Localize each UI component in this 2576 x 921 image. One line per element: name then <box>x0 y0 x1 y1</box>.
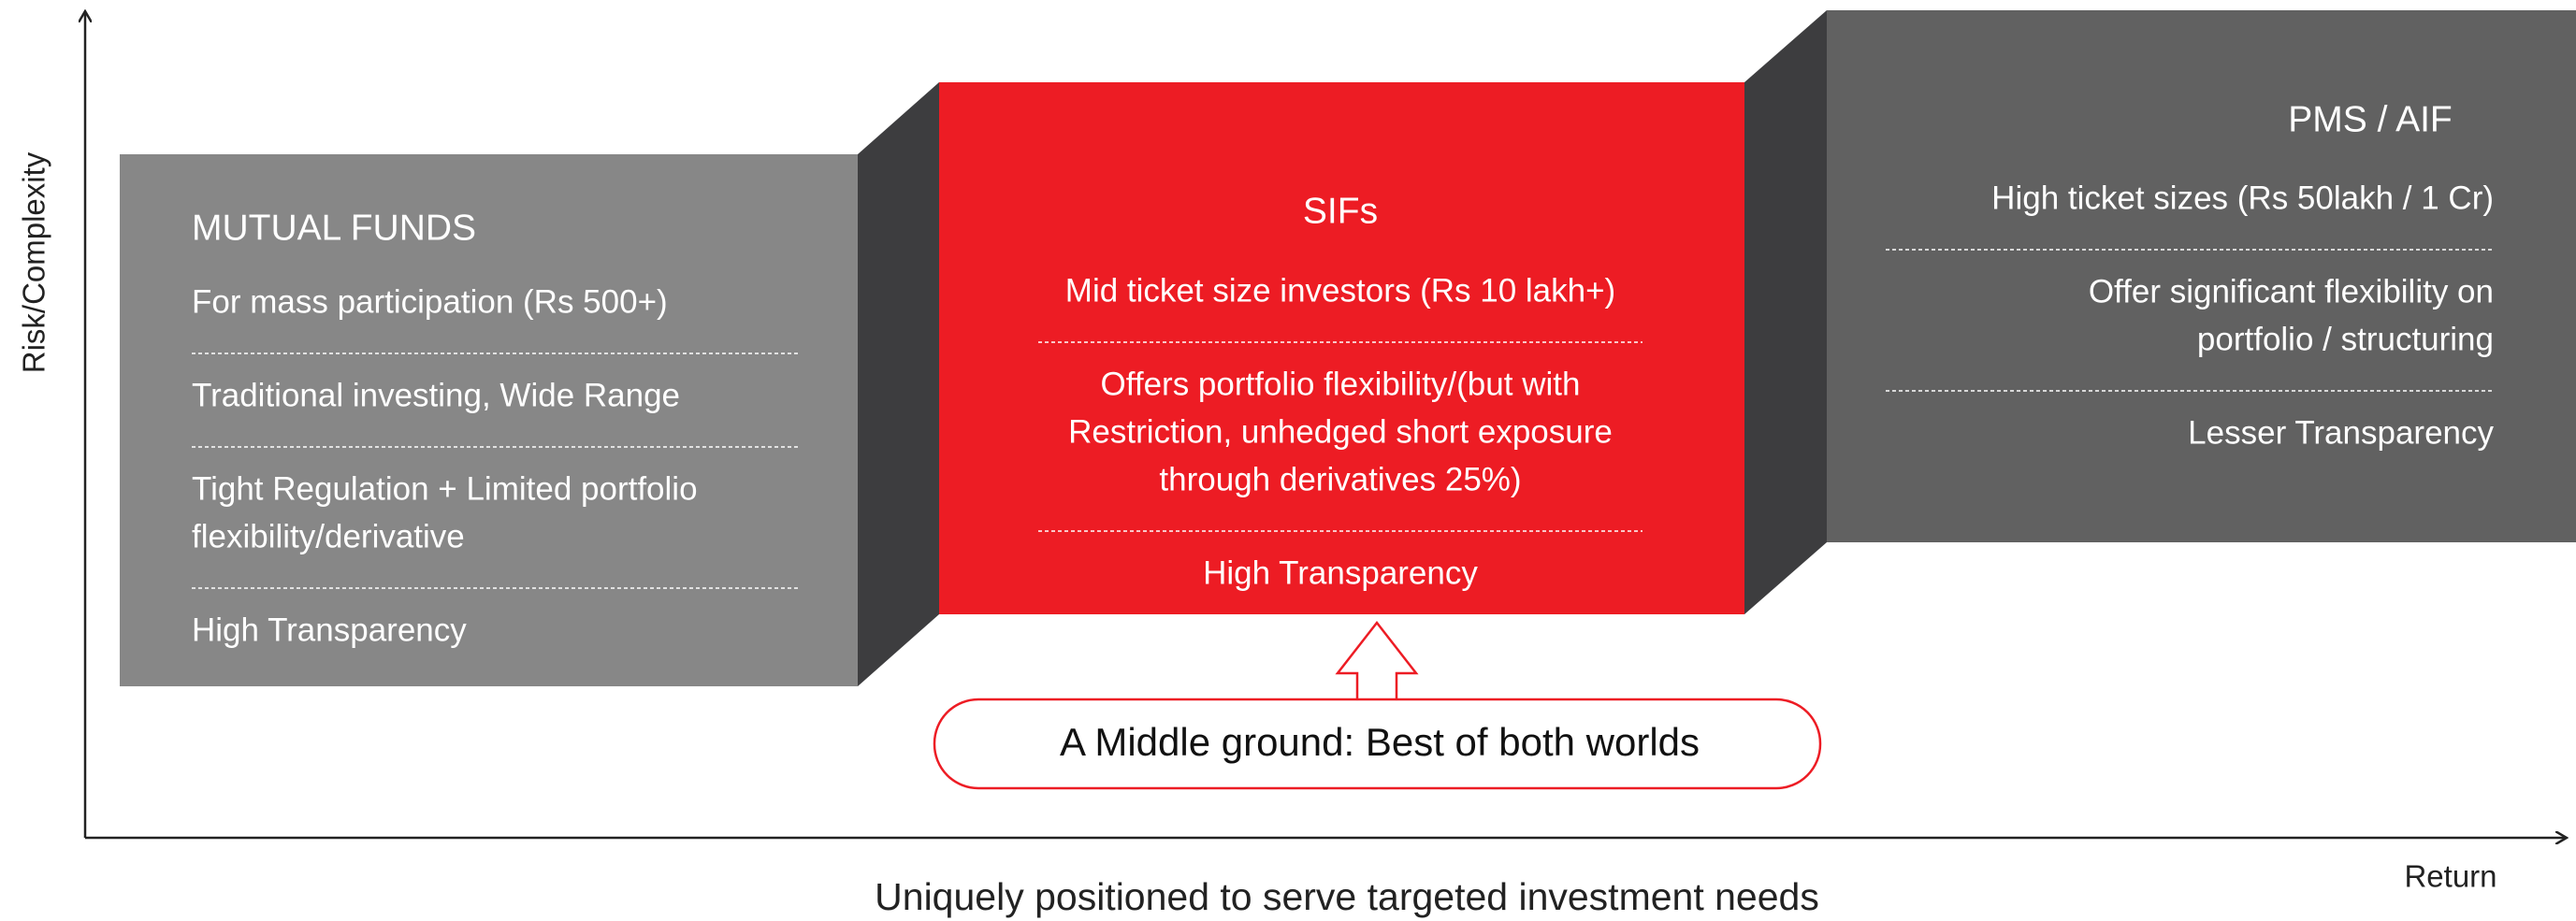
y-axis-label: Risk/Complexity <box>17 151 51 373</box>
item-text: Lesser Transparency <box>2188 414 2494 451</box>
item-text: Mid ticket size investors (Rs 10 lakh+) <box>1065 272 1615 309</box>
item-text: Offer significant flexibility on <box>2089 273 2494 309</box>
pms-box <box>1827 10 2576 542</box>
item-text: portfolio / structuring <box>2197 321 2494 357</box>
connector <box>858 82 939 686</box>
item-text: through derivatives 25%) <box>1159 461 1521 497</box>
box-content: MUTUAL FUNDS For mass participation (Rs 5… <box>192 99 2494 648</box>
mutual-funds-box <box>120 154 858 686</box>
box-title: PMS / AIF <box>2288 99 2453 139</box>
item-text: For mass participation (Rs 500+) <box>192 283 668 320</box>
caption: Uniquely positioned to serve targeted in… <box>875 875 1819 918</box>
x-axis-label: Return <box>2404 859 2496 894</box>
box-title: MUTUAL FUNDS <box>192 208 476 248</box>
box-title: SIFs <box>1303 191 1378 231</box>
item-text: High Transparency <box>192 612 467 648</box>
callout-box <box>933 698 1822 790</box>
item-text: Restriction, unhedged short exposure <box>1068 413 1613 450</box>
arrow <box>1335 620 1419 705</box>
item-text: Offers portfolio flexibility/(but with <box>1101 366 1581 402</box>
sif-box <box>939 82 1744 614</box>
item-text: flexibility/derivative <box>192 518 465 554</box>
item-text: Traditional investing, Wide Range <box>192 377 680 413</box>
item-text: High ticket sizes (Rs 50lakh / 1 Cr) <box>1991 180 2494 216</box>
item-text: Tight Regulation + Limited portfolio <box>192 470 698 507</box>
connector <box>1744 10 1827 614</box>
item-text: High Transparency <box>1203 554 1478 591</box>
callout-text: A Middle ground: Best of both worlds <box>1060 720 1700 764</box>
